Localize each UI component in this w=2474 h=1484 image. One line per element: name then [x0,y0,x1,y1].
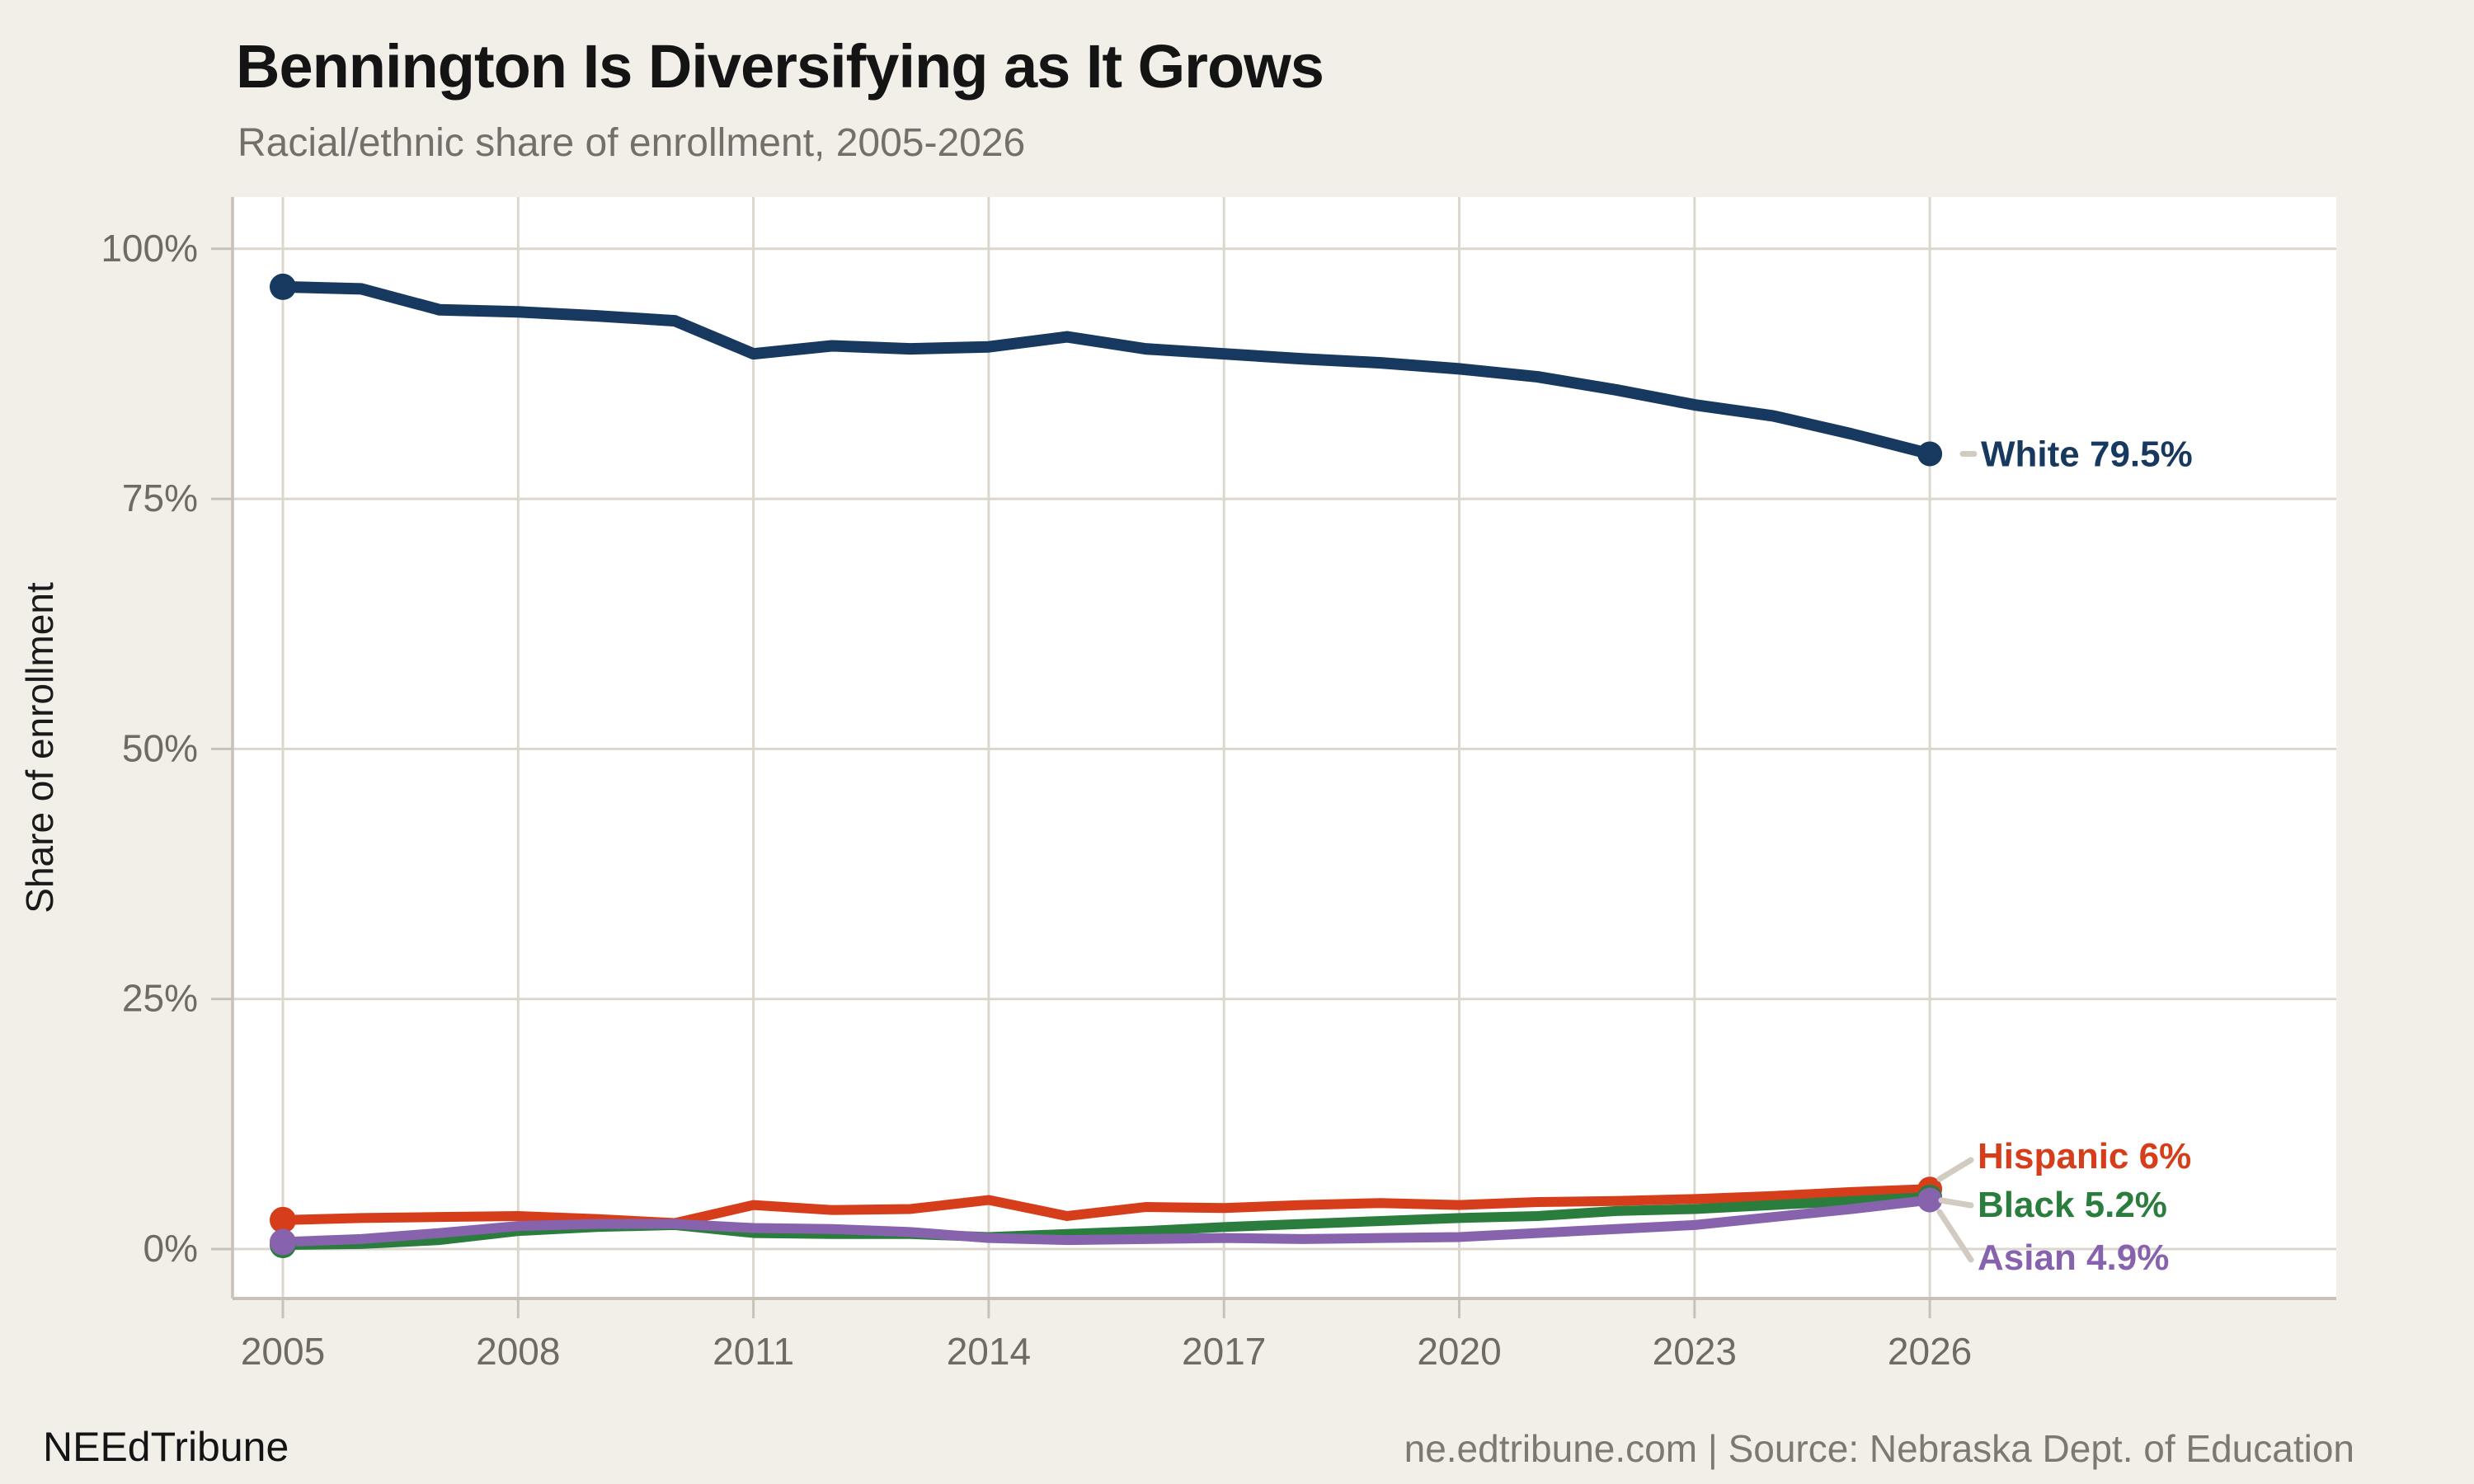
y-axis-title: Share of enrollment [18,582,61,913]
end-dot-asian [1917,1187,1943,1213]
x-tick-label: 2023 [1653,1330,1737,1373]
series-end-label-black: Black 5.2% [1978,1185,2167,1225]
y-tick-label: 100% [101,227,198,270]
x-tick-label: 2008 [476,1330,560,1373]
series-line-white [277,280,1936,460]
series-end-label-white: White 79.5% [1981,434,2193,475]
chart-title: Bennington Is Diversifying as It Grows [236,32,1324,101]
chart-subtitle: Racial/ethnic share of enrollment, 2005-… [238,121,1026,165]
label-leader-hispanic [1936,1157,1974,1182]
label-leader-asian [1936,1209,1974,1263]
start-dot-white [270,273,296,300]
end-dot-white [1917,441,1943,467]
start-dot-asian [270,1228,296,1256]
x-tick-label: 2005 [241,1330,325,1373]
label-leader-black [1938,1197,1974,1209]
x-tick-label: 2011 [713,1330,794,1373]
series-end-label-asian: Asian 4.9% [1978,1237,2169,1278]
x-tick-label: 2014 [947,1330,1031,1373]
y-tick-label: 50% [122,726,198,769]
y-tick-label: 75% [122,477,198,519]
series-line-asian [278,1195,1935,1247]
x-tick-label: 2026 [1888,1330,1972,1373]
start-dot-hispanic [270,1206,296,1233]
source-attribution: ne.edtribune.com | Source: Nebraska Dept… [1404,1427,2354,1470]
y-tick-label: 0% [143,1227,198,1270]
series-end-label-hispanic: Hispanic 6% [1978,1136,2191,1176]
x-tick-label: 2020 [1417,1330,1501,1373]
brand-logo-text: NEEdTribune [43,1424,289,1470]
series-line-hispanic [278,1184,1935,1228]
y-tick-label: 25% [122,977,198,1020]
x-tick-label: 2017 [1182,1330,1266,1373]
